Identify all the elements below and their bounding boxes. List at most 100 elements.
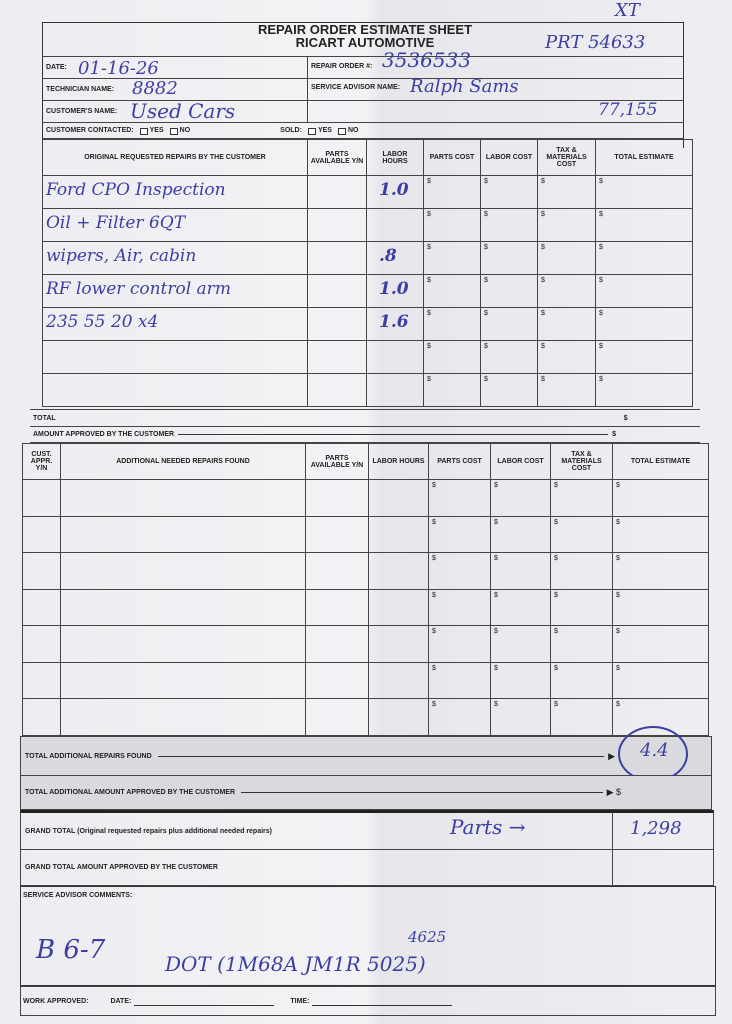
contacted-yes-checkbox[interactable]: [139, 127, 148, 135]
tax-cost-cell: $: [537, 208, 596, 242]
table1-header: ORIGINAL REQUESTED REPAIRS BY THE CUSTOM…: [42, 139, 693, 176]
corner-note: XT: [615, 0, 640, 21]
labor-hours-cell: [368, 479, 429, 517]
currency-sign: $: [494, 555, 498, 562]
amount-approved-label: AMOUNT APPROVED BY THE CUSTOMER: [33, 431, 175, 438]
labor-hours-text: 1.0: [379, 180, 409, 200]
repair-description: [42, 340, 308, 374]
currency-sign: $: [599, 310, 603, 317]
customer-label: CUSTOMER'S NAME:: [46, 108, 118, 115]
parts-cost-cell: $: [428, 661, 491, 699]
parts-cost-cell: $: [423, 208, 481, 242]
labor-cost-cell: $: [490, 552, 551, 590]
labor-hours-cell: 1.0: [366, 175, 424, 209]
comment-note-1: B 6-7: [36, 935, 106, 965]
labor-hours-cell: [366, 373, 424, 407]
table-row: 235 55 20 x4 1.6 $ $ $ $: [42, 307, 693, 341]
sold-no-checkbox[interactable]: [337, 127, 346, 135]
currency-sign: $: [432, 628, 436, 635]
currency-sign: $: [494, 628, 498, 635]
work-approved-label: WORK APPROVED:: [23, 997, 89, 1005]
arrow-head-icon: ▶ $: [606, 787, 621, 797]
labor-cost-cell: $: [490, 479, 551, 517]
currency-sign: $: [599, 178, 603, 185]
currency-sign: $: [484, 211, 488, 218]
parts-cost-cell: $: [428, 479, 491, 517]
labor-hours-cell: [366, 340, 424, 374]
date-value: 01-16-26: [78, 58, 159, 79]
repair-description: Oil + Filter 6QT: [42, 208, 308, 242]
parts-cost-cell: $: [428, 588, 491, 626]
currency-sign: $: [494, 482, 498, 489]
advisor-label: SERVICE ADVISOR NAME:: [311, 84, 401, 91]
col-labor-cost-2: LABOR COST: [490, 443, 551, 480]
col-additional-repairs: ADDITIONAL NEEDED REPAIRS FOUND: [60, 443, 306, 480]
parts-available-cell: [307, 307, 367, 341]
total-estimate-cell: $: [595, 340, 693, 374]
labor-cost-cell: $: [490, 661, 551, 699]
currency-sign: $: [599, 244, 603, 251]
table-row: $ $ $ $: [42, 373, 693, 407]
parts-available-cell: [307, 274, 367, 308]
advisor-value: Ralph Sams: [410, 76, 519, 97]
col-cust-appr: CUST. APPR. Y/N: [22, 443, 61, 480]
currency-sign: $: [599, 277, 603, 284]
parts-available-cell: [307, 208, 367, 242]
sold-yes-checkbox[interactable]: [307, 127, 316, 135]
currency-sign: $: [427, 277, 431, 284]
col-total-estimate-2: TOTAL ESTIMATE: [612, 443, 709, 480]
cust-appr-cell: [22, 625, 61, 663]
repair-description-text: Oil + Filter 6QT: [46, 213, 186, 233]
currency-sign: $: [616, 664, 620, 672]
col-tax-materials: TAX & MATERIALS COST: [537, 139, 596, 176]
labor-hours-cell: [368, 661, 429, 699]
arrow-head-icon: ▶: [608, 750, 615, 761]
no-label: NO: [179, 127, 191, 134]
tax-cost-cell: $: [550, 552, 613, 590]
labor-hours-cell: [368, 625, 429, 663]
time-label: TIME:: [290, 997, 310, 1005]
labor-hours-cell: [368, 588, 429, 626]
contacted-no-checkbox[interactable]: [169, 127, 178, 135]
date-field[interactable]: [134, 996, 275, 1006]
currency-sign: $: [432, 664, 436, 672]
parts-cost-cell: $: [423, 274, 481, 308]
table2-header: CUST. APPR. Y/N ADDITIONAL NEEDED REPAIR…: [22, 443, 709, 480]
table-row: $ $ $ $: [22, 698, 709, 736]
additional-repair-cell: [60, 588, 306, 626]
repair-description-text: 235 55 20 x4: [46, 312, 159, 332]
total-column-divider: [612, 812, 613, 886]
currency-sign: $: [554, 664, 558, 672]
currency-sign: $: [541, 244, 545, 251]
col-parts-cost-2: PARTS COST: [428, 443, 491, 480]
stock-note: PRT 54633: [545, 32, 646, 53]
total-additional-row: TOTAL ADDITIONAL REPAIRS FOUND ▶: [20, 736, 712, 776]
currency-sign: $: [494, 591, 498, 599]
repair-description: RF lower control arm: [42, 274, 308, 308]
repair-description: wipers, Air, cabin: [42, 241, 308, 275]
currency-sign: $: [599, 211, 603, 218]
currency-sign: $: [494, 518, 498, 526]
repair-description-text: wipers, Air, cabin: [46, 246, 197, 266]
labor-cost-cell: $: [490, 625, 551, 663]
tax-cost-cell: $: [537, 274, 596, 308]
total-estimate-cell: $: [612, 552, 709, 590]
labor-cost-cell: $: [480, 241, 538, 275]
labor-cost-cell: $: [480, 373, 538, 407]
technician-value: 8882: [132, 78, 178, 99]
currency-sign: $: [484, 376, 488, 383]
company-name: RICART AUTOMOTIVE: [295, 35, 435, 50]
parts-available-cell: [307, 373, 367, 407]
technician-label: TECHNICIAN NAME:: [46, 86, 115, 93]
time-field[interactable]: [312, 996, 453, 1006]
labor-hours-text: .8: [379, 246, 397, 266]
tax-cost-cell: $: [537, 241, 596, 275]
repair-order-value: 3536533: [382, 48, 472, 72]
total-row: TOTAL $: [30, 409, 700, 427]
sold-yes-label: YES: [317, 127, 332, 134]
grand-total-label: GRAND TOTAL (Original requested repairs …: [25, 827, 272, 835]
currency-sign: $: [541, 343, 545, 350]
total-estimate-cell: $: [595, 307, 693, 341]
additional-repair-cell: [60, 515, 306, 553]
labor-cost-cell: $: [480, 274, 538, 308]
